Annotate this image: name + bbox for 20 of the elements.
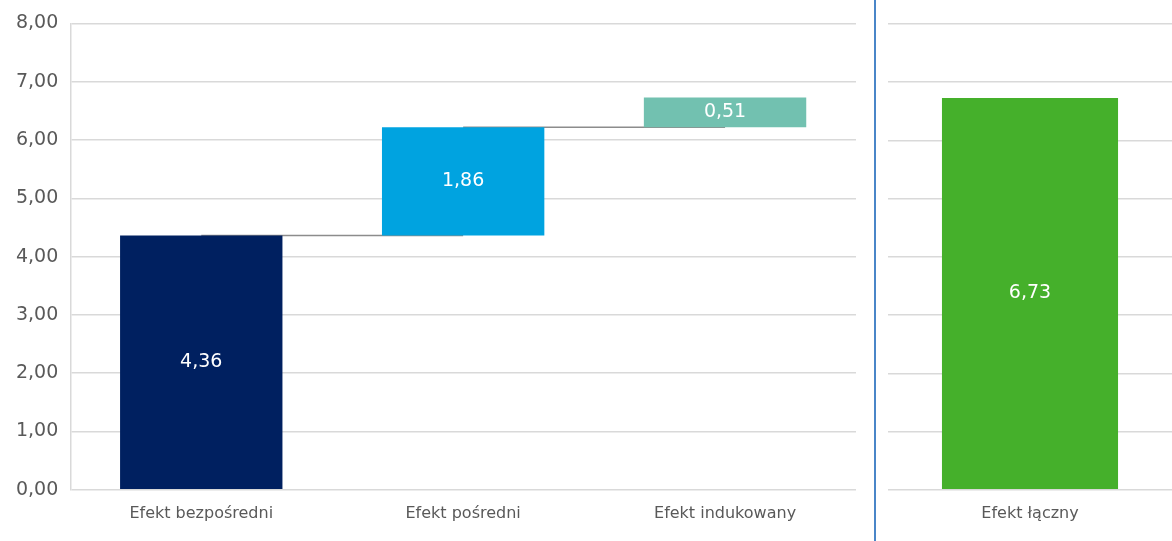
data-label: 0,51 <box>703 99 747 122</box>
data-label: 1,86 <box>442 168 485 191</box>
y-tick-label: 3,00 <box>15 301 59 324</box>
y-tick-label: 5,00 <box>15 185 59 208</box>
x-tick-label: Efekt pośredni <box>405 502 521 522</box>
y-tick-label: 2,00 <box>15 360 59 383</box>
y-tick-label: 7,00 <box>15 68 59 91</box>
bar <box>381 127 545 236</box>
x-tick-label: Efekt łączny <box>981 502 1079 522</box>
y-tick-label: 0,00 <box>15 476 59 499</box>
data-label: 6,73 <box>1008 280 1052 303</box>
data-label: 4,36 <box>180 349 223 372</box>
bar <box>120 235 283 490</box>
x-tick-label: Efekt indukowany <box>654 502 797 522</box>
y-tick-label: 4,00 <box>15 243 59 266</box>
x-tick-label: Efekt bezpośredni <box>129 502 274 522</box>
y-tick-label: 6,00 <box>15 126 59 149</box>
bar <box>643 97 807 128</box>
y-tick-label: 1,00 <box>15 418 59 441</box>
y-tick-label: 8,00 <box>15 10 59 33</box>
